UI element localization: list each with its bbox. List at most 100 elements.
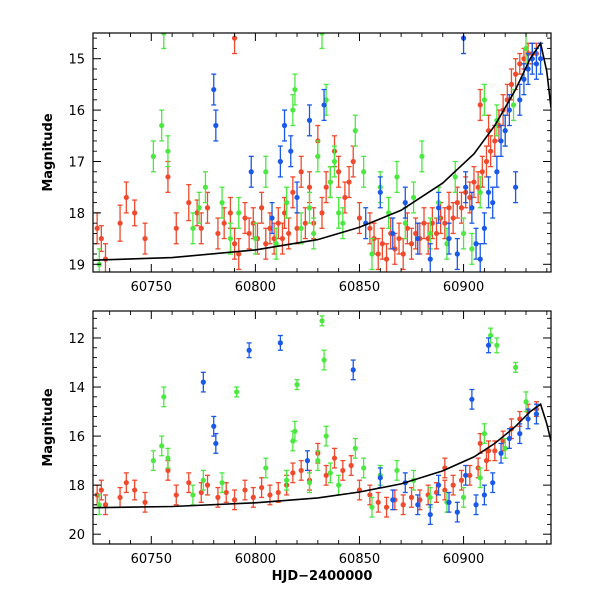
data-point	[463, 171, 469, 204]
point-marker	[350, 367, 356, 373]
point-marker	[510, 102, 517, 108]
point-marker	[200, 379, 206, 385]
data-point	[150, 450, 156, 472]
data-point	[306, 472, 313, 494]
data-point	[284, 469, 290, 491]
point-marker	[259, 484, 265, 491]
point-marker	[490, 200, 496, 206]
point-marker	[498, 450, 504, 456]
data-point	[369, 496, 375, 518]
point-marker	[246, 347, 252, 353]
data-point	[356, 201, 363, 235]
x-tick-label: 60800	[235, 280, 276, 295]
point-marker	[246, 230, 252, 237]
data-point	[340, 459, 346, 481]
point-marker	[336, 210, 342, 216]
point-marker	[494, 342, 500, 348]
data-point	[236, 196, 242, 229]
point-marker	[435, 205, 442, 211]
data-point	[369, 237, 375, 271]
point-marker	[477, 189, 483, 195]
x-tick-label: 60750	[131, 552, 172, 567]
point-marker	[290, 470, 296, 476]
point-marker	[277, 158, 283, 165]
point-marker	[336, 482, 342, 488]
data-point	[227, 222, 233, 255]
point-marker	[433, 489, 440, 496]
data-point	[292, 73, 298, 106]
data-point	[452, 160, 458, 193]
data-point	[202, 171, 209, 204]
point-marker	[221, 220, 227, 226]
point-marker	[242, 215, 248, 221]
data-point	[213, 109, 219, 142]
data-point	[304, 450, 311, 472]
point-marker	[444, 241, 450, 247]
point-marker	[252, 235, 258, 242]
data-point	[427, 243, 433, 272]
point-marker	[469, 205, 475, 211]
point-marker	[236, 251, 242, 257]
data-point	[498, 442, 504, 464]
point-marker	[400, 251, 406, 257]
data-point	[396, 222, 402, 255]
data-point	[477, 176, 483, 209]
point-marker	[477, 102, 483, 108]
point-marker	[319, 33, 325, 36]
data-point	[427, 504, 433, 526]
data-point	[411, 181, 417, 214]
point-marker	[479, 169, 485, 175]
point-marker	[361, 169, 367, 175]
data-point	[275, 482, 281, 503]
point-marker	[471, 179, 477, 185]
data-point	[319, 315, 325, 327]
data-point	[315, 450, 321, 472]
data-point	[231, 227, 238, 260]
point-marker	[419, 153, 425, 159]
point-marker	[446, 499, 452, 505]
point-marker	[467, 194, 473, 201]
point-marker	[292, 428, 298, 434]
y-tick-label: 16	[68, 430, 85, 445]
point-marker	[204, 205, 211, 211]
point-marker	[263, 241, 269, 247]
point-marker	[537, 56, 544, 62]
point-marker	[427, 256, 433, 262]
point-marker	[502, 128, 508, 134]
data-point	[319, 196, 325, 229]
data-point	[173, 212, 179, 245]
data-point	[248, 155, 254, 188]
point-marker	[284, 200, 290, 206]
data-point	[321, 349, 327, 371]
point-marker	[275, 489, 281, 496]
y-tick-label: 14	[68, 381, 85, 396]
point-marker	[460, 230, 467, 237]
point-marker	[98, 487, 104, 493]
data-point	[481, 484, 487, 506]
data-point	[361, 155, 367, 188]
data-point	[525, 408, 531, 430]
data-point	[454, 501, 460, 523]
point-marker	[408, 241, 415, 247]
data-point	[477, 243, 483, 272]
point-marker	[352, 128, 358, 134]
point-marker	[327, 179, 333, 185]
point-marker	[284, 477, 290, 483]
point-marker	[477, 256, 483, 262]
data-point	[502, 114, 508, 147]
data-point	[298, 212, 304, 245]
data-point	[336, 196, 342, 229]
point-marker	[517, 61, 523, 67]
point-marker	[336, 169, 342, 175]
point-marker	[402, 200, 408, 206]
point-marker	[281, 122, 288, 129]
data-point	[132, 199, 138, 227]
point-marker	[390, 230, 396, 237]
point-marker	[521, 76, 527, 82]
data-point	[377, 176, 383, 209]
data-point	[485, 176, 492, 209]
point-marker	[98, 235, 104, 242]
point-marker	[394, 467, 400, 474]
point-marker	[219, 200, 225, 206]
